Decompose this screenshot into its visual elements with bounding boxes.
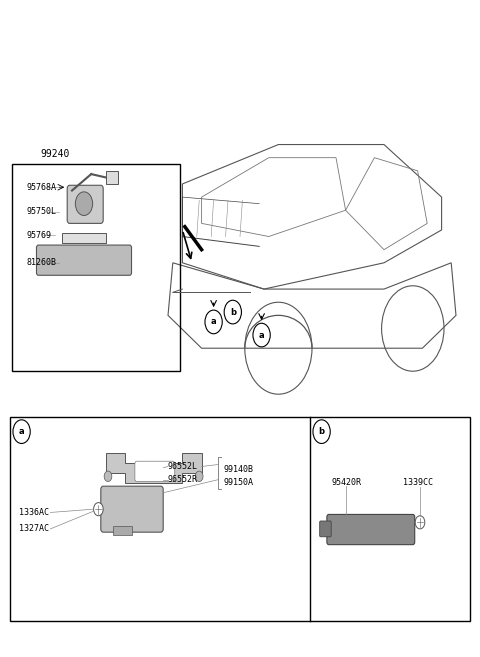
Circle shape bbox=[313, 420, 330, 443]
Polygon shape bbox=[106, 453, 202, 483]
Circle shape bbox=[75, 192, 93, 215]
Text: 95768A: 95768A bbox=[26, 183, 57, 192]
Text: a: a bbox=[19, 427, 24, 436]
FancyBboxPatch shape bbox=[67, 185, 103, 223]
Circle shape bbox=[205, 310, 222, 334]
Text: 95750L: 95750L bbox=[26, 207, 57, 216]
Text: 95769: 95769 bbox=[26, 231, 51, 240]
FancyBboxPatch shape bbox=[62, 233, 106, 243]
FancyBboxPatch shape bbox=[106, 171, 118, 184]
Circle shape bbox=[415, 516, 425, 529]
Circle shape bbox=[253, 323, 270, 347]
FancyBboxPatch shape bbox=[135, 461, 175, 482]
FancyBboxPatch shape bbox=[113, 526, 132, 535]
Text: 96552R: 96552R bbox=[168, 475, 198, 484]
Circle shape bbox=[104, 471, 112, 482]
Text: b: b bbox=[319, 427, 324, 436]
Text: 99240: 99240 bbox=[41, 149, 70, 159]
FancyBboxPatch shape bbox=[320, 521, 331, 537]
Circle shape bbox=[195, 471, 203, 482]
Circle shape bbox=[224, 300, 241, 324]
FancyBboxPatch shape bbox=[36, 245, 132, 275]
Text: 99140B: 99140B bbox=[223, 465, 253, 474]
Text: 99150A: 99150A bbox=[223, 478, 253, 487]
Circle shape bbox=[13, 420, 30, 443]
Text: a: a bbox=[211, 317, 216, 327]
Text: 81260B: 81260B bbox=[26, 258, 57, 267]
FancyBboxPatch shape bbox=[101, 486, 163, 532]
Circle shape bbox=[94, 503, 103, 516]
Text: 95420R: 95420R bbox=[331, 478, 361, 487]
Text: 1339CC: 1339CC bbox=[403, 478, 433, 487]
Text: 1327AC: 1327AC bbox=[19, 524, 49, 533]
FancyBboxPatch shape bbox=[327, 514, 415, 545]
Text: b: b bbox=[230, 307, 236, 317]
Text: a: a bbox=[259, 330, 264, 340]
Text: 96552L: 96552L bbox=[168, 462, 198, 471]
Text: 1336AC: 1336AC bbox=[19, 508, 49, 517]
